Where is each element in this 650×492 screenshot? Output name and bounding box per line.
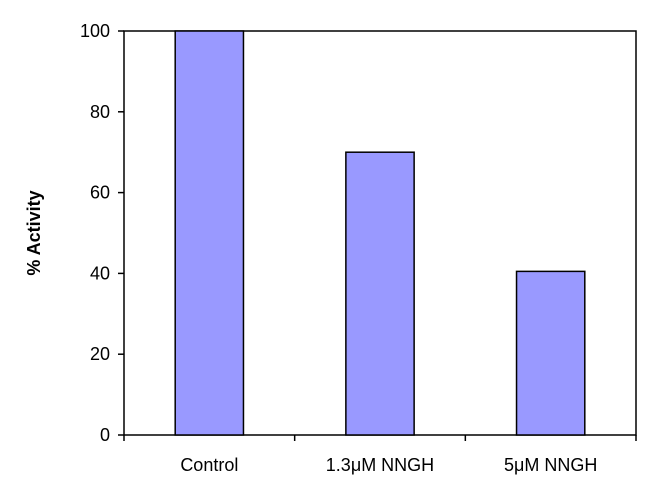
x-category-label: 5μM NNGH bbox=[504, 455, 597, 475]
y-tick-label: 60 bbox=[90, 183, 110, 203]
x-category-label: 1.3μM NNGH bbox=[326, 455, 434, 475]
bars-group bbox=[174, 30, 586, 436]
y-tick-label: 20 bbox=[90, 344, 110, 364]
y-tick-label: 80 bbox=[90, 102, 110, 122]
x-category-label: Control bbox=[180, 455, 238, 475]
y-tick-label: 100 bbox=[80, 21, 110, 41]
bar bbox=[515, 270, 586, 436]
x-axis: Control 1.3μM NNGH 5μM NNGH bbox=[123, 435, 637, 475]
y-tick-label: 40 bbox=[90, 263, 110, 283]
y-axis-title: % Activity bbox=[24, 190, 44, 275]
bar bbox=[174, 30, 245, 436]
bar bbox=[345, 151, 415, 436]
y-axis: 0 20 40 60 80 100 bbox=[80, 21, 124, 445]
y-tick-label: 0 bbox=[100, 425, 110, 445]
